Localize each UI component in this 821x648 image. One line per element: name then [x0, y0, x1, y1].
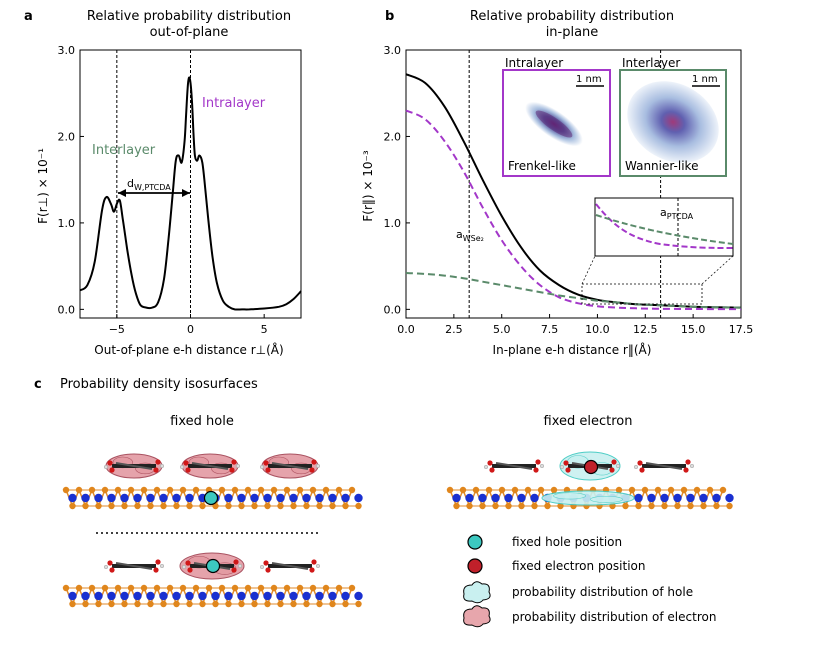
legend-label: fixed hole position: [512, 535, 622, 549]
series-intralayer-line: [405, 109, 742, 311]
zoom-connector-left: [581, 255, 596, 285]
y-tick-label: 1.0: [58, 217, 76, 230]
legend-item-hole-position: fixed hole position: [467, 534, 622, 550]
panel-b-curves: [405, 73, 742, 311]
x-tick-label: 5: [261, 323, 268, 336]
panel-b: b Relative probability distribution in-p…: [361, 9, 753, 357]
d-wptcda-label: dW,PTCDA: [127, 177, 171, 192]
y-tick-label: 1.0: [384, 217, 402, 230]
zoom-inset: aPTCDA: [594, 197, 734, 257]
label-interlayer-a: Interlayer: [92, 143, 156, 158]
panel-a-curve: [79, 76, 302, 311]
y-tick-label: 2.0: [58, 130, 76, 143]
intralayer-image-inset: Intralayer 1 nm Frenkel-like: [502, 56, 611, 177]
fixed-hole-title: fixed hole: [170, 414, 234, 429]
d-wptcda-arrow: [118, 189, 190, 197]
y-tick-label: 3.0: [384, 44, 402, 57]
legend: fixed hole position fixed electron posit…: [463, 534, 716, 628]
panel-a-ticks: −5 0 5 0.0 1.0 2.0 3.0: [58, 44, 268, 336]
x-tick-label: 15.0: [681, 323, 706, 336]
x-tick-label: 0: [187, 323, 194, 336]
panel-a-title-2: out-of-plane: [150, 25, 229, 40]
panel-c: c Probability density isosurfaces fixed …: [34, 377, 734, 628]
panel-a-letter: a: [24, 9, 33, 24]
panel-a-ylabel: F(r⊥) × 10⁻¹: [36, 148, 50, 224]
y-tick-label: 3.0: [58, 44, 76, 57]
x-tick-label: −5: [109, 323, 125, 336]
x-tick-label: 5.0: [493, 323, 511, 336]
x-tick-label: 12.5: [633, 323, 658, 336]
panel-b-letter: b: [385, 9, 394, 24]
panel-a-xlabel: Out-of-plane e-h distance r⊥(Å): [94, 342, 283, 357]
panel-a: a Relative probability distribution out-…: [24, 9, 302, 357]
legend-item-electron-distribution: probability distribution of electron: [463, 605, 716, 628]
scale-bar-1-label: 1 nm: [576, 74, 602, 85]
a-ptcda-label: aPTCDA: [660, 206, 694, 221]
x-tick-label: 7.5: [541, 323, 559, 336]
panel-b-ticks: 0.0 2.5 5.0 7.5 10.0 12.5 15.0 17.5 0.0 1.0 2.0 3.0: [384, 44, 754, 336]
isosurface-structures: [62, 451, 734, 608]
legend-label: fixed electron position: [512, 559, 645, 573]
panel-a-title-1: Relative probability distribution: [87, 9, 291, 24]
wannier-label: Wannier-like: [625, 159, 698, 173]
panel-b-title-2: in-plane: [546, 25, 599, 40]
inset-intralayer-title: Intralayer: [505, 56, 563, 70]
legend-item-hole-distribution: probability distribution of hole: [463, 581, 693, 604]
x-tick-label: 2.5: [445, 323, 463, 336]
frenkel-label: Frenkel-like: [508, 159, 576, 173]
zoom-inset-interlayer-curve: [595, 214, 734, 245]
panel-b-title-1: Relative probability distribution: [470, 9, 674, 24]
y-tick-label: 0.0: [58, 303, 76, 316]
x-tick-label: 0.0: [397, 323, 415, 336]
a-wse2-label: aWSe₂: [456, 228, 484, 243]
legend-label: probability distribution of electron: [512, 610, 716, 624]
x-tick-label: 17.5: [729, 323, 754, 336]
legend-label: probability distribution of hole: [512, 585, 693, 599]
y-tick-label: 0.0: [384, 303, 402, 316]
panel-c-letter: c: [34, 377, 42, 392]
fixed-electron-title: fixed electron: [544, 414, 633, 429]
interlayer-image-inset: Interlayer 1 nm Wannier-like: [619, 56, 727, 177]
zoom-region: [581, 283, 703, 305]
x-tick-label: 10.0: [585, 323, 610, 336]
y-tick-label: 2.0: [384, 130, 402, 143]
interlayer-density: [627, 81, 719, 163]
series-interlayer-line: [405, 272, 742, 309]
legend-item-electron-position: fixed electron position: [467, 558, 645, 574]
scale-bar-2-label: 1 nm: [692, 74, 718, 85]
intralayer-density: [525, 101, 583, 147]
panel-b-axes-frame: [405, 49, 742, 319]
panel-b-xlabel: In-plane e-h distance r‖(Å): [493, 342, 652, 357]
panel-c-title: Probability density isosurfaces: [60, 377, 258, 392]
panel-b-ylabel: F(r‖) × 10⁻³: [361, 150, 375, 221]
label-intralayer-a: Intralayer: [202, 96, 266, 111]
zoom-connector-right: [701, 255, 734, 285]
inset-interlayer-title: Interlayer: [622, 56, 680, 70]
zoom-inset-intralayer-curve: [595, 203, 734, 249]
series-total-line: [405, 73, 742, 309]
